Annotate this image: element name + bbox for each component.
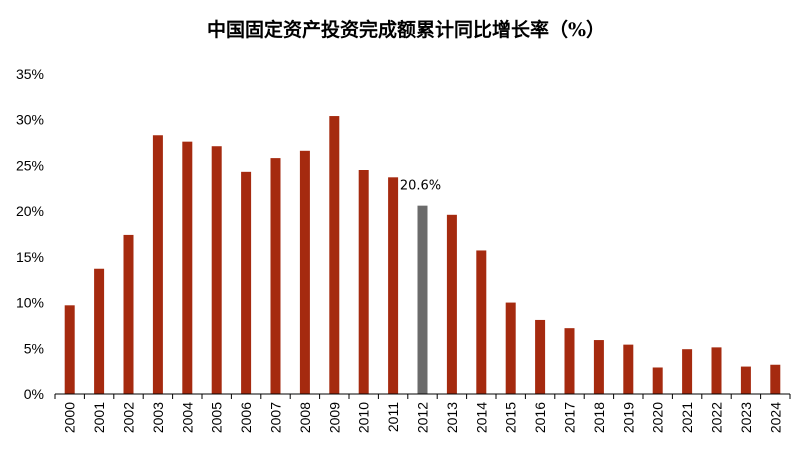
bar-2015 bbox=[505, 302, 516, 394]
x-tick-label: 2014 bbox=[473, 402, 489, 433]
bar-2004 bbox=[182, 141, 193, 394]
bar-2002 bbox=[123, 234, 134, 394]
x-tick-label: 2019 bbox=[620, 402, 636, 433]
x-tick-label: 2005 bbox=[209, 402, 225, 433]
x-tick-label: 2017 bbox=[562, 402, 578, 433]
x-tick-label: 2015 bbox=[503, 402, 519, 433]
x-tick-label: 2018 bbox=[591, 402, 607, 433]
x-tick-label: 2011 bbox=[385, 402, 401, 432]
y-tick-label: 15% bbox=[16, 249, 44, 265]
bar-2020 bbox=[652, 367, 663, 394]
x-tick-label: 2002 bbox=[121, 402, 137, 433]
bar-2013 bbox=[446, 214, 457, 394]
x-axis: 2000 2001 2002 2003 2004 2005 2006 2007 2008 2009… bbox=[54, 393, 791, 433]
bars bbox=[64, 116, 781, 395]
x-tick-label: 2001 bbox=[91, 402, 107, 433]
bar-2019 bbox=[623, 344, 634, 394]
bar-2023 bbox=[740, 366, 751, 394]
data-label-2012: 20.6% bbox=[400, 179, 441, 194]
bar-2022 bbox=[711, 347, 722, 394]
bar-2003 bbox=[152, 135, 163, 394]
x-tick-label: 2006 bbox=[238, 402, 254, 433]
y-tick-label: 25% bbox=[16, 157, 44, 173]
bar-2006 bbox=[241, 171, 252, 394]
bar-2012 bbox=[417, 205, 428, 394]
y-tick-label: 0% bbox=[24, 386, 44, 402]
x-tick-label: 2003 bbox=[150, 402, 166, 433]
y-axis: 0% 5% 10% 15% 20% 25% 30% 35% bbox=[16, 66, 44, 402]
x-tick-label: 2021 bbox=[679, 402, 695, 433]
x-tick-label: 2020 bbox=[650, 402, 666, 433]
x-tick-label: 2007 bbox=[268, 402, 284, 433]
y-tick-label: 10% bbox=[16, 295, 44, 311]
bar-2001 bbox=[94, 268, 105, 394]
bar-2009 bbox=[329, 116, 340, 395]
x-tick-label: 2010 bbox=[356, 402, 372, 433]
y-tick-label: 5% bbox=[24, 340, 44, 356]
y-tick-label: 20% bbox=[16, 203, 44, 219]
x-tick-label: 2004 bbox=[179, 402, 195, 433]
x-tick-label: 2022 bbox=[709, 402, 725, 433]
y-tick-label: 30% bbox=[16, 112, 44, 128]
x-tick-label: 2013 bbox=[444, 402, 460, 433]
bar-2008 bbox=[299, 150, 310, 394]
bar-2010 bbox=[358, 170, 369, 394]
bar-2018 bbox=[593, 340, 604, 394]
bar-2000 bbox=[64, 305, 75, 394]
bar-2011 bbox=[388, 177, 399, 394]
x-tick-label: 2024 bbox=[767, 402, 783, 433]
x-tick-label: 2008 bbox=[297, 402, 313, 433]
x-tick-label: 2016 bbox=[532, 402, 548, 433]
chart-title: 中国固定资产投资完成额累计同比增长率（%） bbox=[207, 18, 605, 41]
bar-2014 bbox=[476, 250, 487, 394]
bar-2017 bbox=[564, 328, 575, 394]
x-tick-label: 2009 bbox=[326, 402, 342, 433]
bar-2021 bbox=[682, 349, 693, 394]
bar-2016 bbox=[535, 319, 546, 394]
y-tick-label: 35% bbox=[16, 66, 44, 82]
x-tick-label: 2023 bbox=[738, 402, 754, 433]
x-tick-label: 2012 bbox=[415, 402, 431, 433]
bar-2007 bbox=[270, 158, 281, 394]
bar-2024 bbox=[770, 364, 781, 394]
bar-2005 bbox=[211, 146, 222, 394]
x-tick-label: 2000 bbox=[62, 402, 78, 433]
